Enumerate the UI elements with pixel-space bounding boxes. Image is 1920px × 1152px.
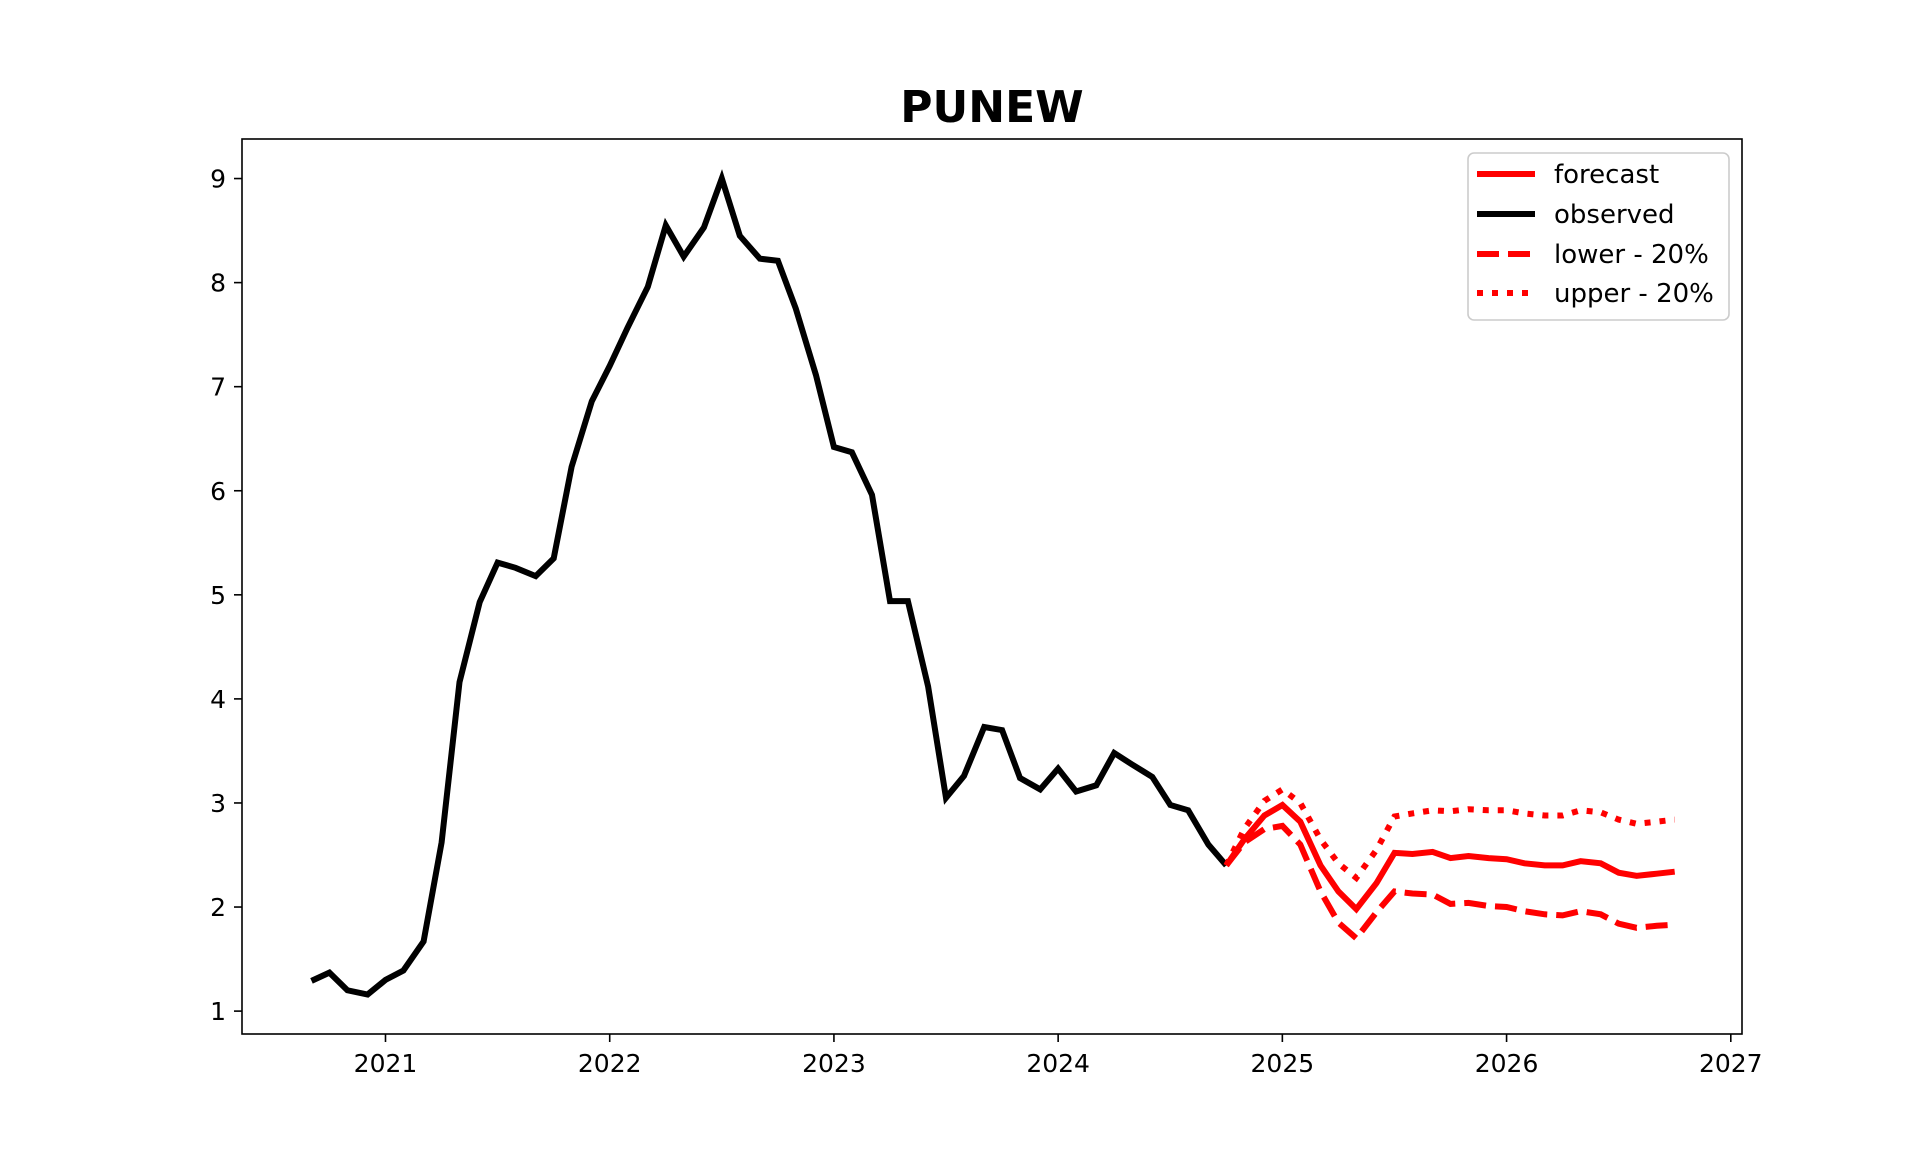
y-tick-label: 6 — [210, 477, 226, 506]
x-tick-label: 2023 — [802, 1049, 866, 1078]
series-layer — [310, 169, 1676, 998]
y-tick-label: 3 — [210, 789, 226, 818]
y-tick-label: 8 — [210, 269, 226, 298]
x-tick-label: 2026 — [1475, 1049, 1539, 1078]
y-tick-label: 9 — [210, 165, 226, 194]
legend-label-lower: lower - 20% — [1554, 240, 1709, 270]
series-line-observed — [310, 169, 1229, 998]
y-tick-label: 7 — [210, 373, 226, 402]
x-tick-label: 2021 — [354, 1049, 418, 1078]
legend-label-forecast: forecast — [1554, 160, 1659, 190]
x-tick-label: 2024 — [1026, 1049, 1090, 1078]
legend-label-upper: upper - 20% — [1554, 279, 1714, 309]
plot-area-frame — [241, 138, 1743, 1035]
legend-box — [1467, 152, 1730, 321]
chart-title: PUNEW — [900, 82, 1083, 133]
y-tick-label: 1 — [210, 997, 226, 1026]
legend-label-observed: observed — [1554, 200, 1675, 230]
legend: forecast observed lower - 20% upper - 20… — [1467, 152, 1730, 321]
x-tick-label: 2025 — [1251, 1049, 1315, 1078]
y-axis: 1 2 3 4 5 6 7 8 9 — [210, 165, 242, 1026]
x-axis: 2021 2022 2023 2024 2025 2026 2027 — [354, 1034, 1763, 1078]
series-line-forecast — [1223, 801, 1676, 914]
series-line-lower-20 — [1223, 822, 1675, 943]
y-tick-label: 5 — [210, 581, 226, 610]
y-tick-label: 4 — [210, 685, 226, 714]
x-tick-label: 2022 — [578, 1049, 642, 1078]
x-tick-label: 2027 — [1699, 1049, 1763, 1078]
y-tick-label: 2 — [210, 893, 226, 922]
